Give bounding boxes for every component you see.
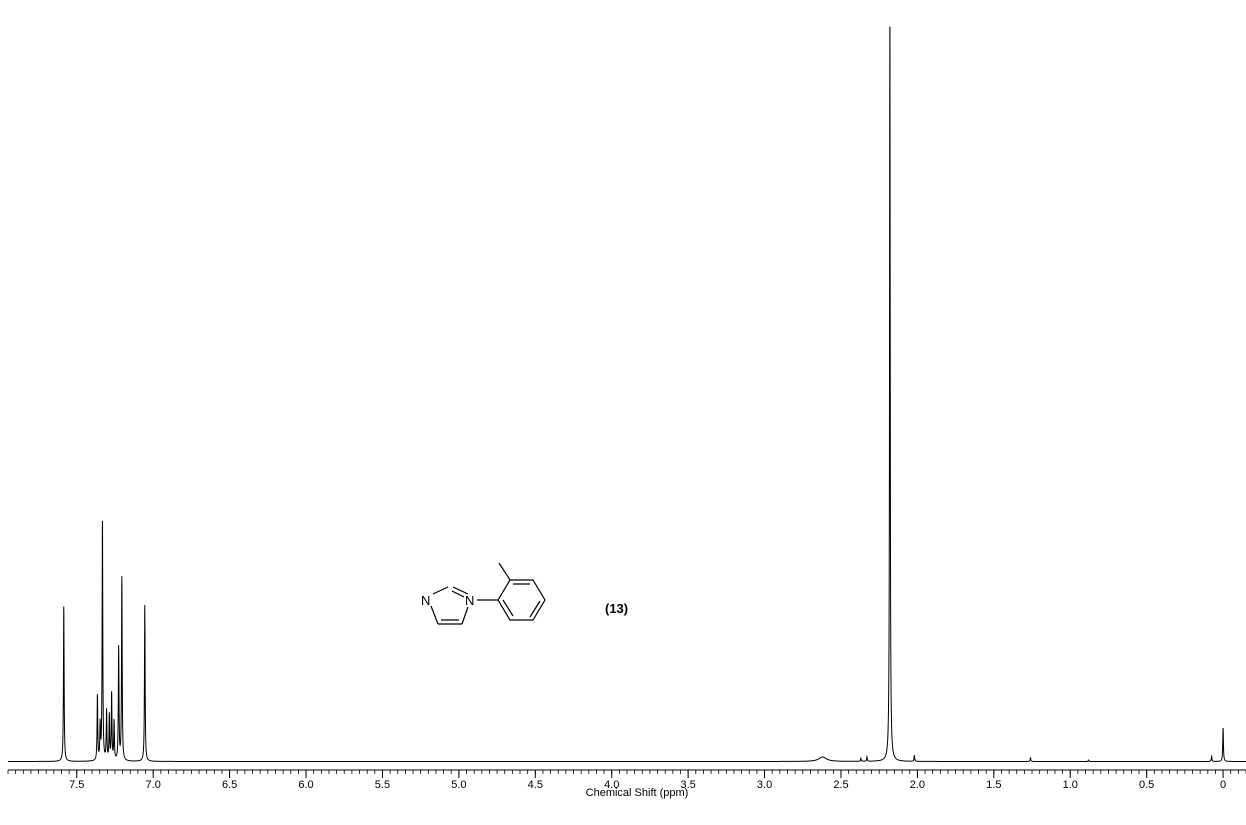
x-axis-tick-label: 6.5 <box>222 779 237 791</box>
bond-c2-n1-double <box>451 590 465 598</box>
x-axis-tick-label: 0 <box>1220 779 1226 791</box>
x-axis-title: Chemical Shift (ppm) <box>586 787 689 799</box>
x-axis-major-ticks <box>76 770 1224 778</box>
bond-c2-n1 <box>452 586 469 595</box>
chemical-structure-13: N N <box>421 562 546 625</box>
spectrum-trace <box>8 26 1246 762</box>
x-axis-tick-label: 5.5 <box>375 779 390 791</box>
x-axis-tick-labels: 7.5 7.0 6.5 6.0 5.5 5.0 4.5 4.0 3.5 3.0 2.5 2.0 1.5 1… <box>69 779 1226 791</box>
x-axis-tick-label: 2.0 <box>910 779 925 791</box>
x-axis-tick-label: 6.0 <box>298 779 313 791</box>
x-axis: 7.5 7.0 6.5 6.0 5.5 5.0 4.5 4.0 3.5 3.0 2.5 2.0 1.5 1… <box>7 769 1246 799</box>
benzene-double-2 <box>529 600 541 618</box>
bond-n1-c5 <box>461 606 469 625</box>
bond-c4-n3 <box>430 605 439 625</box>
x-axis-tick-label: 3.0 <box>757 779 772 791</box>
x-axis-tick-label: 7.0 <box>146 779 161 791</box>
x-axis-tick-label: 4.0 <box>604 779 619 791</box>
bond-n3-c2 <box>432 586 449 595</box>
x-axis-tick-label: 4.5 <box>528 779 543 791</box>
x-axis-tick-label: 2.5 <box>833 779 848 791</box>
methyl-bond <box>498 562 511 581</box>
x-axis-tick-label: 7.5 <box>69 779 84 791</box>
x-axis-tick-label: 3.5 <box>680 779 695 791</box>
spectrum-plot <box>8 26 1246 762</box>
compound-number-label: (13) <box>605 601 628 616</box>
x-axis-minor-ticks <box>7 770 1246 774</box>
benzene-ring <box>497 579 546 621</box>
benzene-double-3 <box>502 599 514 617</box>
atom-n3-label: N <box>421 593 430 608</box>
x-axis-tick-label: 0.5 <box>1139 779 1154 791</box>
x-axis-tick-label: 5.0 <box>451 779 466 791</box>
x-axis-tick-label: 1.5 <box>986 779 1001 791</box>
x-axis-tick-label: 1.0 <box>1063 779 1078 791</box>
atom-n1-label: N <box>465 593 474 608</box>
